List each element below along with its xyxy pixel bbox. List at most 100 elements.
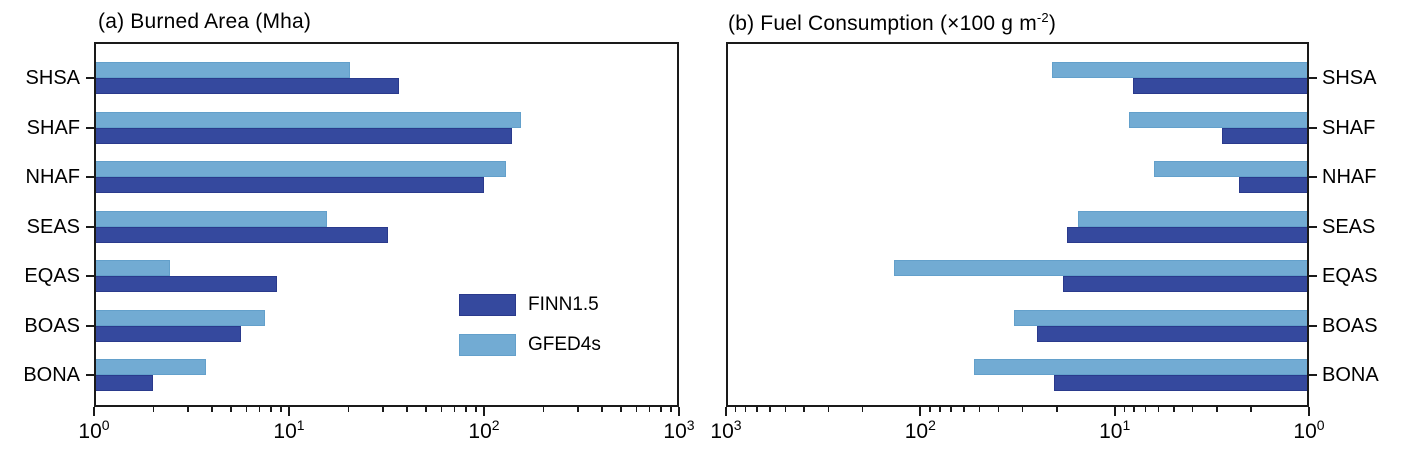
category-tick-bona [1309, 374, 1317, 376]
x-minor-tick [744, 407, 747, 412]
category-tick-boas [86, 324, 94, 327]
x-major-tick [919, 407, 922, 416]
x-minor-tick [211, 407, 213, 412]
x-minor-tick [187, 407, 189, 412]
x-minor-tick [453, 407, 456, 412]
finn15-label: FINN1.5 [528, 294, 599, 315]
x-minor-tick [861, 407, 864, 412]
x-major-tick [93, 407, 95, 416]
category-tick-shsa [86, 77, 94, 79]
x-tick-label: 100 [78, 417, 110, 443]
x-tick-label: 101 [273, 417, 305, 443]
x-minor-tick [577, 407, 579, 412]
category-tick-seas [86, 225, 94, 228]
x-minor-tick [382, 407, 384, 412]
x-major-tick [1308, 407, 1310, 416]
x-tick-label: 102 [468, 417, 500, 443]
category-tick-nhaf [1309, 176, 1317, 178]
x-minor-tick [635, 407, 638, 412]
x-minor-tick [997, 407, 1000, 412]
x-minor-tick [803, 407, 805, 412]
category-tick-boas [1309, 324, 1317, 327]
x-minor-tick [670, 407, 672, 412]
x-minor-tick [939, 407, 941, 412]
x-minor-tick [465, 407, 467, 412]
x-minor-tick [1133, 407, 1135, 412]
x-minor-tick [769, 407, 771, 412]
x-minor-tick [1191, 407, 1194, 412]
x-minor-tick [270, 407, 272, 412]
x-minor-tick [950, 407, 952, 412]
panel-b-title-end: ) [1048, 12, 1057, 35]
fuel-consumption-frame [726, 42, 1309, 407]
x-tick-label: 100 [1293, 417, 1325, 443]
x-minor-tick [734, 407, 737, 412]
x-minor-tick [1056, 407, 1058, 412]
x-minor-tick [230, 407, 232, 412]
category-label-shaf: SHAF [26, 116, 80, 139]
x-minor-tick [475, 407, 477, 412]
x-minor-tick [280, 407, 282, 412]
x-minor-tick [929, 407, 931, 412]
panel-b-title-superscript: -2 [1036, 10, 1049, 25]
x-minor-tick [756, 407, 758, 412]
x-minor-tick [963, 407, 965, 412]
x-minor-tick [425, 407, 427, 412]
x-major-tick [725, 407, 727, 416]
x-minor-tick [347, 407, 350, 412]
panel-b-title-main: (b) Fuel Consumption (×100 g m [728, 12, 1037, 35]
category-tick-eqas [86, 275, 94, 277]
x-major-tick [483, 407, 485, 416]
x-minor-tick [620, 407, 622, 412]
x-tick-label: 102 [904, 417, 936, 443]
x-minor-tick [1250, 407, 1252, 412]
category-label-eqas: EQAS [24, 265, 80, 287]
x-tick-label: 101 [1099, 417, 1131, 443]
category-label-nhaf: NHAF [1322, 166, 1377, 188]
x-minor-tick [1144, 407, 1147, 412]
category-label-bona: BONA [23, 364, 80, 386]
category-label-nhaf: NHAF [25, 166, 80, 188]
legend: FINN1.5 GFED4s [459, 294, 601, 356]
x-minor-tick [1157, 407, 1160, 412]
category-tick-bona [86, 374, 94, 376]
x-minor-tick [660, 407, 662, 412]
burned-area-frame [94, 42, 679, 407]
x-minor-tick [1173, 407, 1175, 412]
category-label-boas: BOAS [1322, 314, 1378, 337]
category-label-shsa: SHSA [1322, 67, 1377, 89]
category-label-seas: SEAS [1322, 215, 1376, 238]
x-minor-tick [648, 407, 651, 412]
category-tick-nhaf [86, 176, 94, 178]
legend-item-finn15: FINN1.5 [459, 294, 601, 316]
x-minor-tick [406, 407, 408, 412]
x-tick-label: 103 [710, 417, 742, 443]
x-minor-tick [978, 407, 981, 412]
category-tick-seas [1309, 225, 1317, 228]
x-major-tick [1113, 407, 1116, 416]
x-minor-tick [1216, 407, 1218, 412]
x-minor-tick [258, 407, 261, 412]
category-tick-shaf [1309, 126, 1317, 129]
x-minor-tick [245, 407, 248, 412]
finn15-swatch [459, 294, 516, 316]
x-minor-tick [542, 407, 545, 412]
category-tick-shsa [1309, 77, 1317, 79]
category-tick-shaf [86, 126, 94, 129]
x-minor-tick [440, 407, 443, 412]
x-major-tick [678, 407, 680, 416]
category-label-seas: SEAS [26, 215, 80, 238]
panel-b-title: (b) Fuel Consumption (×100 g m-2) [728, 10, 1056, 36]
x-minor-tick [827, 407, 830, 412]
x-tick-label: 103 [663, 417, 695, 443]
category-label-shsa: SHSA [25, 67, 80, 89]
x-minor-tick [1021, 407, 1024, 412]
gfed4s-label: GFED4s [528, 334, 601, 355]
category-label-boas: BOAS [24, 314, 80, 337]
x-minor-tick [601, 407, 603, 412]
category-label-shaf: SHAF [1322, 116, 1376, 139]
x-major-tick [288, 407, 290, 416]
